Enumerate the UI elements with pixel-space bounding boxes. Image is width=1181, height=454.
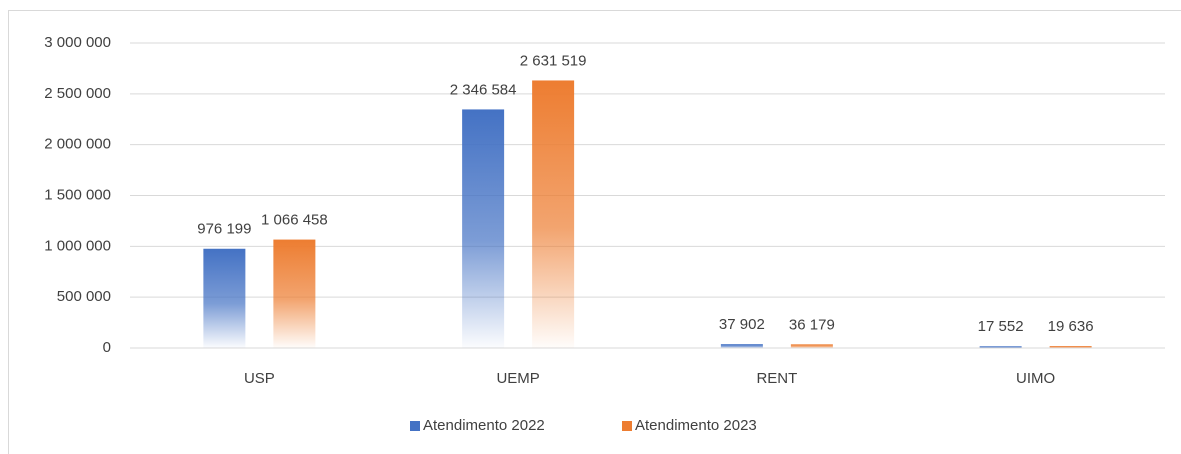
x-tick-label: USP (244, 370, 275, 387)
value-label: 17 552 (978, 318, 1024, 335)
value-label: 2 346 584 (450, 81, 517, 98)
x-tick-label: RENT (756, 370, 797, 387)
y-tick-label: 1 500 000 (44, 186, 111, 203)
y-tick-label: 500 000 (57, 288, 111, 305)
legend-swatch (622, 421, 632, 431)
legend-swatch (410, 421, 420, 431)
value-label: 19 636 (1048, 318, 1094, 335)
y-tick-label: 2 500 000 (44, 85, 111, 102)
bar (273, 239, 316, 348)
chart-border (8, 10, 1181, 454)
bar (203, 248, 246, 348)
y-tick-label: 3 000 000 (44, 34, 111, 51)
legend-label: Atendimento 2022 (423, 417, 545, 434)
y-tick-label: 0 (103, 339, 111, 356)
x-tick-label: UIMO (1016, 370, 1055, 387)
value-label: 976 199 (197, 221, 251, 238)
value-label: 2 631 519 (520, 52, 587, 69)
x-tick-label: UEMP (496, 370, 539, 387)
bar (1049, 346, 1092, 348)
value-label: 1 066 458 (261, 212, 328, 229)
value-label: 37 902 (719, 316, 765, 333)
bar (790, 344, 833, 348)
value-label: 36 179 (789, 316, 835, 333)
legend-label: Atendimento 2023 (635, 417, 757, 434)
bar (979, 346, 1022, 348)
y-tick-label: 2 000 000 (44, 136, 111, 153)
bar (720, 344, 763, 348)
y-tick-label: 1 000 000 (44, 237, 111, 254)
bar (532, 80, 575, 349)
bar (462, 109, 505, 348)
